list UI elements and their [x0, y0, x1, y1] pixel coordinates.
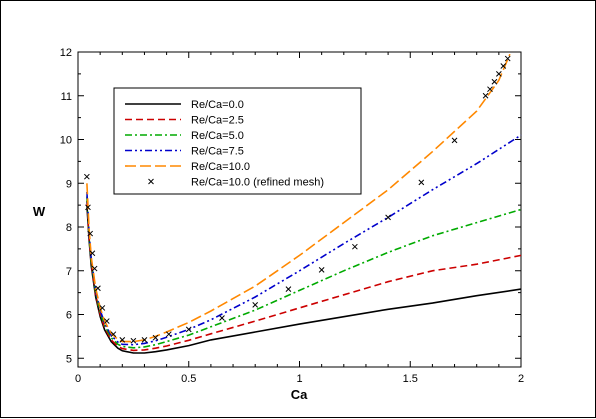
x-tick-label: 1 [296, 373, 302, 385]
series-line-0 [86, 205, 522, 354]
legend-marker [148, 178, 154, 185]
x-tick-label: 2 [518, 373, 524, 385]
x-tick-label: 0.5 [181, 373, 196, 385]
legend-label: Re/Ca=0.0 [191, 99, 244, 111]
data-point-marker [87, 230, 94, 237]
y-tick-label: 8 [66, 222, 72, 234]
legend: Re/Ca=0.0 Re/Ca=2.5 Re/Ca=5.0 Re/Ca=7.5 Re/C… [113, 87, 362, 195]
legend-label: Re/Ca=10.0 (refined mesh) [191, 177, 324, 189]
y-tick-label: 5 [66, 353, 72, 365]
legend-label: Re/Ca=10.0 [191, 161, 250, 173]
data-point-marker [84, 173, 90, 180]
data-point-marker [110, 331, 117, 338]
y-tick-label: 6 [66, 310, 72, 322]
data-point-marker [85, 204, 91, 211]
data-point-marker [451, 137, 458, 144]
data-point-marker [95, 285, 101, 292]
y-tick-label: 12 [60, 47, 72, 59]
data-point-marker [252, 302, 259, 308]
y-axis-title: W [33, 204, 46, 219]
data-point-marker [504, 55, 511, 62]
data-point-marker [99, 305, 106, 311]
x-axis-title: Ca [291, 387, 308, 402]
data-point-marker [185, 326, 192, 333]
legend-label: Re/Ca=7.5 [191, 146, 244, 158]
data-point-marker [500, 63, 507, 69]
x-tick-label: 0 [75, 373, 81, 385]
y-tick-label: 11 [61, 91, 72, 103]
data-point-marker [491, 78, 498, 85]
data-point-marker [141, 337, 148, 343]
data-point-marker [119, 337, 126, 343]
data-point-marker [285, 286, 292, 292]
data-point-marker [418, 179, 425, 186]
data-point-marker [130, 337, 137, 344]
legend-label: Re/Ca=2.5 [191, 115, 244, 127]
data-point-marker [103, 318, 110, 324]
data-point-marker [385, 214, 391, 221]
series-line-1 [86, 200, 522, 352]
series-line-4 [86, 53, 511, 343]
data-point-marker [352, 243, 358, 250]
data-point-marker [495, 71, 502, 77]
data-point-marker [165, 331, 172, 338]
data-point-marker [487, 86, 493, 93]
data-point-marker [89, 250, 96, 257]
y-tick-label: 7 [66, 266, 72, 278]
legend-box [113, 87, 362, 195]
data-point-marker [219, 315, 225, 321]
y-tick-label: 9 [66, 178, 72, 190]
data-point-marker [91, 265, 98, 272]
x-tick-label: 1.5 [403, 373, 418, 385]
legend-label: Re/Ca=5.0 [191, 130, 244, 142]
data-point-marker [152, 334, 159, 341]
series-line-2 [86, 196, 522, 349]
data-point-marker [482, 92, 489, 99]
data-point-marker [318, 267, 325, 273]
y-tick-label: 10 [60, 135, 72, 147]
series-markers-refined-mesh [84, 55, 511, 344]
